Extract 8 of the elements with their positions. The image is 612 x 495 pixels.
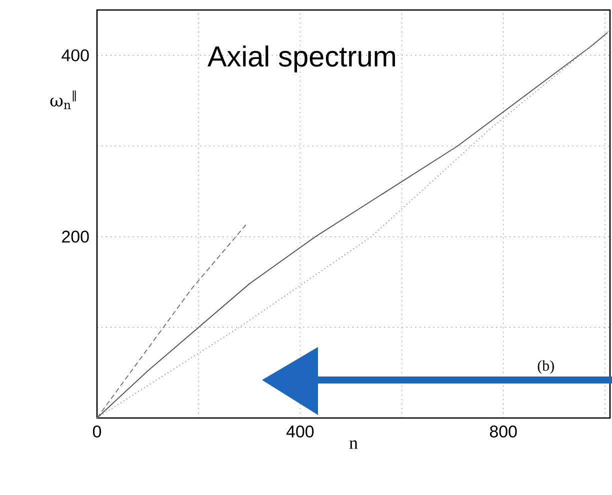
- y-tick-label: 200: [62, 230, 89, 243]
- x-tick-label: 0: [92, 426, 102, 438]
- annotation: Axial spectrum: [208, 45, 395, 72]
- x-tick-label: 400: [286, 426, 314, 438]
- x-tick-label: 800: [490, 426, 517, 438]
- x-axis-title: n: [349, 440, 358, 449]
- y-axis-title: ω$_{n}$∥: [50, 90, 76, 110]
- annotation: (b): [538, 360, 554, 374]
